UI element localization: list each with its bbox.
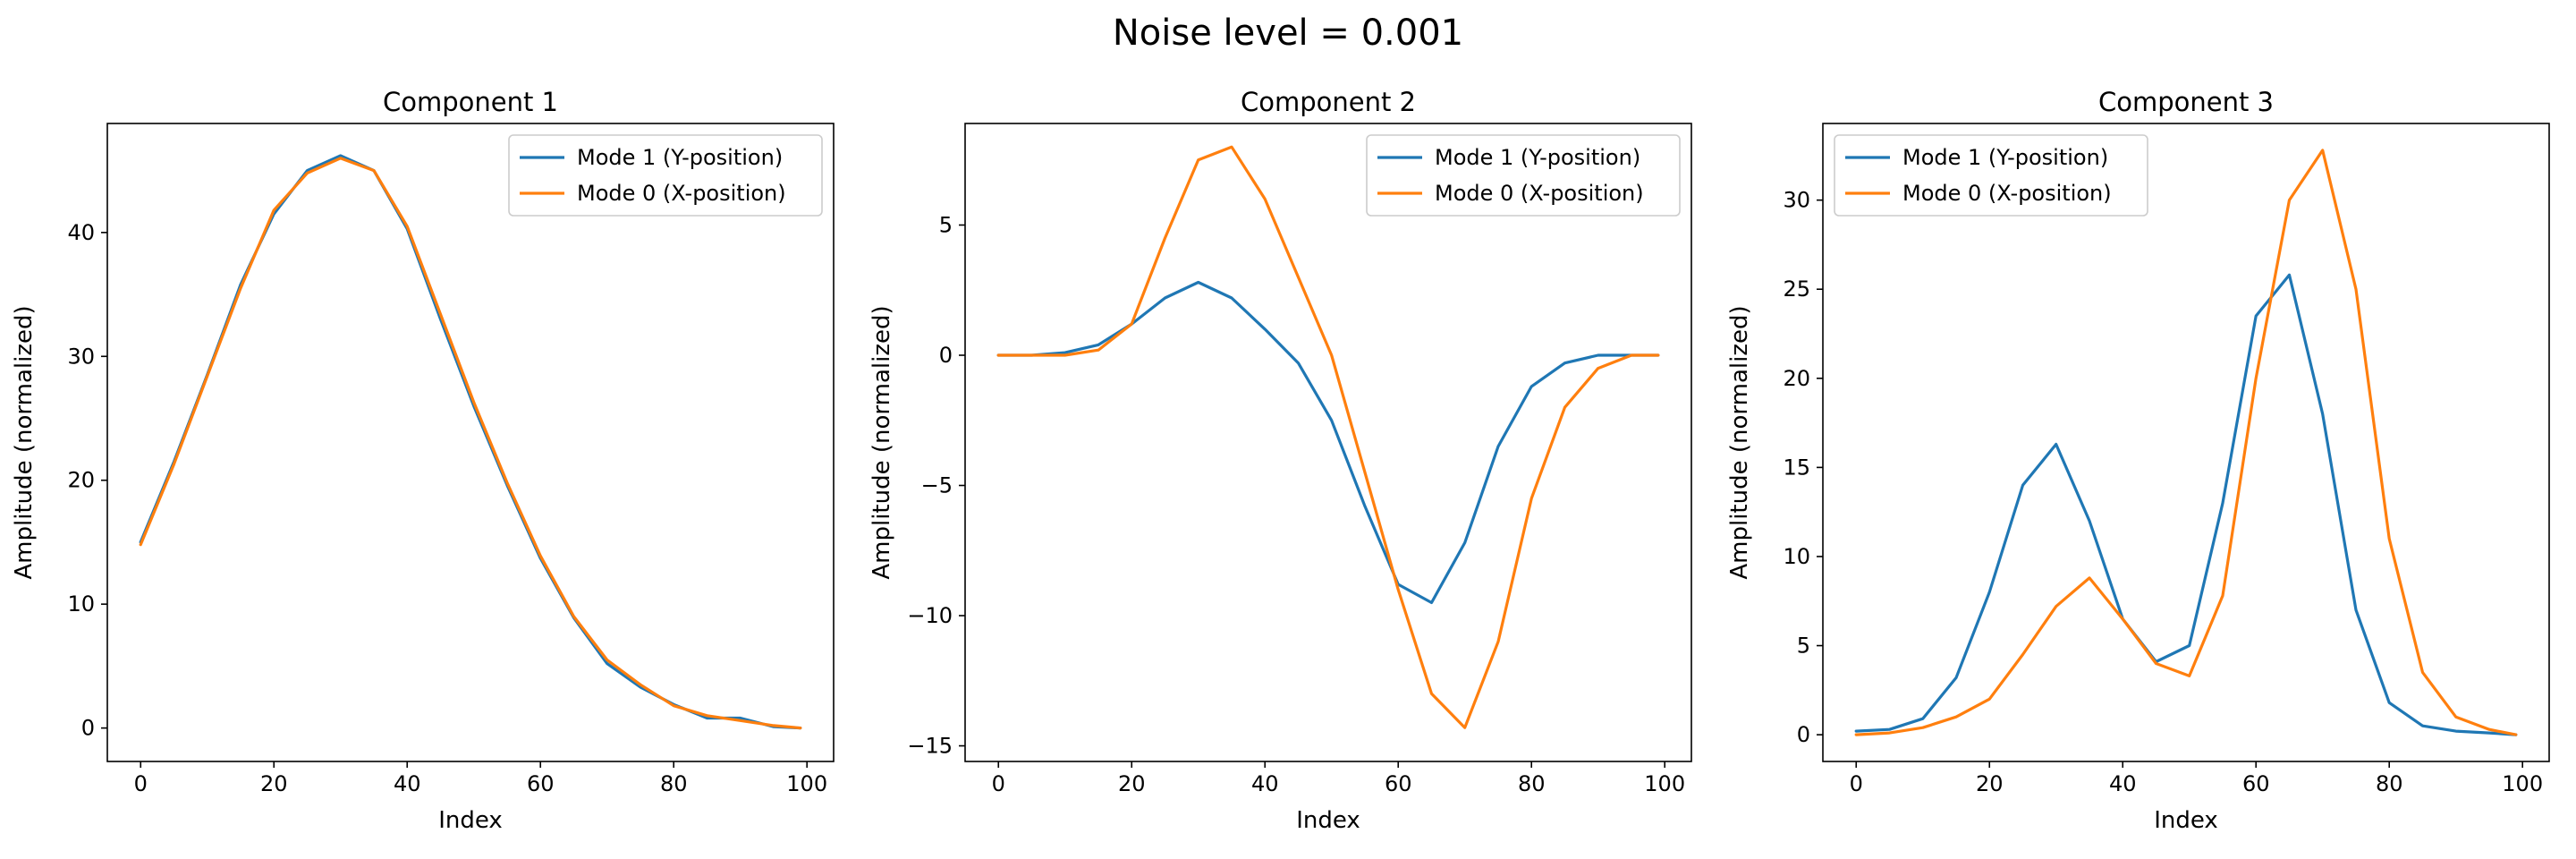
x-tick-label: 100 [2502, 771, 2543, 796]
x-tick-label: 60 [1385, 771, 1412, 796]
x-tick-label: 0 [992, 771, 1005, 796]
series-line-mode-1 [996, 280, 1660, 605]
x-axis-label: Index [438, 807, 503, 834]
x-tick-label: 100 [786, 771, 827, 796]
legend-label: Mode 0 (X-position) [577, 181, 786, 206]
figure-title: Noise level = 0.001 [1113, 13, 1463, 54]
series-line-mode-0 [996, 145, 1660, 729]
chart-panel-2: Component 2 0 20 40 60 80 100 −15 −10 −5 0 5 Index Am… [869, 87, 1692, 834]
series-line-mode-1 [1854, 273, 2518, 736]
axes-frame [106, 123, 835, 762]
y-tick-label: 5 [939, 212, 953, 237]
x-tick-label: 40 [2109, 771, 2137, 796]
y-tick-label: −15 [907, 734, 953, 759]
x-tick-label: 80 [2376, 771, 2403, 796]
series-line-mode-1 [139, 154, 802, 730]
panel-title: Component 2 [1241, 87, 1416, 117]
x-tick-label: 60 [527, 771, 555, 796]
y-tick-label: 0 [1797, 722, 1810, 747]
legend-label: Mode 1 (Y-position) [1435, 145, 1640, 170]
x-tick-label: 20 [1976, 771, 2004, 796]
y-tick-label: 20 [67, 468, 95, 493]
legend-box [1834, 134, 2148, 217]
series-line-mode-0 [1854, 149, 2518, 736]
y-tick-label: 15 [1783, 455, 1810, 480]
legend-label: Mode 0 (X-position) [1435, 181, 1644, 206]
y-tick-label: 0 [81, 716, 95, 741]
y-tick-label: 30 [67, 344, 95, 369]
legend: Mode 1 (Y-position) Mode 0 (X-position) [1366, 134, 1681, 217]
x-axis-label: Index [2154, 807, 2218, 834]
x-tick-label: 80 [660, 771, 688, 796]
chart-panel-1: Component 1 0 20 40 60 80 100 0 10 20 30 40 Index Amp… [11, 87, 835, 834]
series-line-mode-0 [139, 157, 802, 730]
y-tick-label: 10 [67, 591, 95, 617]
y-tick-label: −10 [907, 603, 953, 628]
y-axis-label: Amplitude (normalized) [11, 305, 38, 579]
axes-frame [1822, 123, 2550, 762]
y-tick-label: 10 [1783, 544, 1810, 569]
x-tick-label: 100 [1644, 771, 1685, 796]
x-tick-label: 0 [134, 771, 148, 796]
axes-frame [964, 123, 1692, 762]
legend-label: Mode 0 (X-position) [1902, 181, 2112, 206]
x-tick-label: 60 [2242, 771, 2270, 796]
y-axis-label: Amplitude (normalized) [869, 305, 895, 579]
x-axis-label: Index [1296, 807, 1360, 834]
panel-title: Component 3 [2098, 87, 2274, 117]
y-tick-label: 5 [1797, 634, 1810, 659]
chart-panel-3: Component 3 0 20 40 60 80 100 0 5 10 15 20 25 30 Index… [1726, 87, 2550, 834]
y-tick-label: 40 [67, 220, 95, 245]
x-tick-label: 40 [394, 771, 421, 796]
panel-title: Component 1 [383, 87, 558, 117]
y-tick-label: −5 [921, 473, 953, 498]
y-tick-label: 20 [1783, 366, 1810, 391]
y-axis-label: Amplitude (normalized) [1726, 305, 1753, 579]
x-tick-label: 40 [1251, 771, 1279, 796]
legend-label: Mode 1 (Y-position) [1902, 145, 2108, 170]
y-tick-label: 25 [1783, 276, 1810, 302]
legend: Mode 1 (Y-position) Mode 0 (X-position) [508, 134, 823, 217]
y-tick-label: 30 [1783, 188, 1810, 213]
x-tick-label: 80 [1518, 771, 1546, 796]
legend-box [1366, 134, 1681, 217]
y-tick-label: 0 [939, 343, 953, 368]
legend-box [508, 134, 823, 217]
x-tick-label: 0 [1850, 771, 1863, 796]
legend: Mode 1 (Y-position) Mode 0 (X-position) [1834, 134, 2148, 217]
x-tick-label: 20 [260, 771, 288, 796]
x-tick-label: 20 [1118, 771, 1146, 796]
legend-label: Mode 1 (Y-position) [577, 145, 783, 170]
